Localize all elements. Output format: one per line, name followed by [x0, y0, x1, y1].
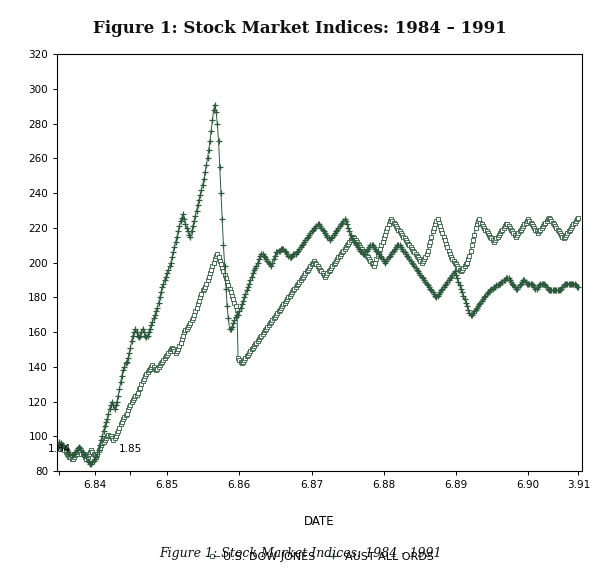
X-axis label: DATE: DATE	[304, 515, 335, 528]
Text: 1.85: 1.85	[119, 444, 142, 455]
U.S. DOW JONES	[275, 308, 282, 315]
AUST ALL ORDS	[56, 438, 63, 445]
U.S. DOW JONES	[113, 429, 121, 436]
AUST ALL ORDS	[322, 230, 329, 236]
U.S. DOW JONES	[575, 214, 582, 221]
U.S. DOW JONES	[545, 214, 553, 221]
U.S. DOW JONES	[56, 441, 63, 448]
Text: Figure 1: Stock Market Indices: 1984 - 1991: Figure 1: Stock Market Indices: 1984 - 1…	[159, 546, 441, 560]
AUST ALL ORDS	[94, 451, 101, 457]
U.S. DOW JONES	[68, 456, 75, 463]
AUST ALL ORDS	[86, 461, 94, 468]
Text: Figure 1: Stock Market Indices: 1984 – 1991: Figure 1: Stock Market Indices: 1984 – 1…	[93, 20, 507, 37]
U.S. DOW JONES	[94, 451, 101, 457]
U.S. DOW JONES	[165, 349, 172, 356]
AUST ALL ORDS	[575, 284, 582, 291]
Line: U.S. DOW JONES: U.S. DOW JONES	[57, 215, 581, 461]
AUST ALL ORDS	[113, 398, 121, 405]
AUST ALL ORDS	[165, 266, 172, 273]
U.S. DOW JONES	[320, 271, 328, 278]
AUST ALL ORDS	[211, 101, 218, 108]
Legend: U.S. DOW JONES, AUST ALL ORDS: U.S. DOW JONES, AUST ALL ORDS	[201, 548, 438, 566]
U.S. DOW JONES	[444, 244, 451, 251]
AUST ALL ORDS	[445, 276, 452, 283]
AUST ALL ORDS	[276, 247, 283, 254]
Line: AUST ALL ORDS: AUST ALL ORDS	[56, 101, 582, 468]
Text: 1.84: 1.84	[48, 444, 71, 455]
